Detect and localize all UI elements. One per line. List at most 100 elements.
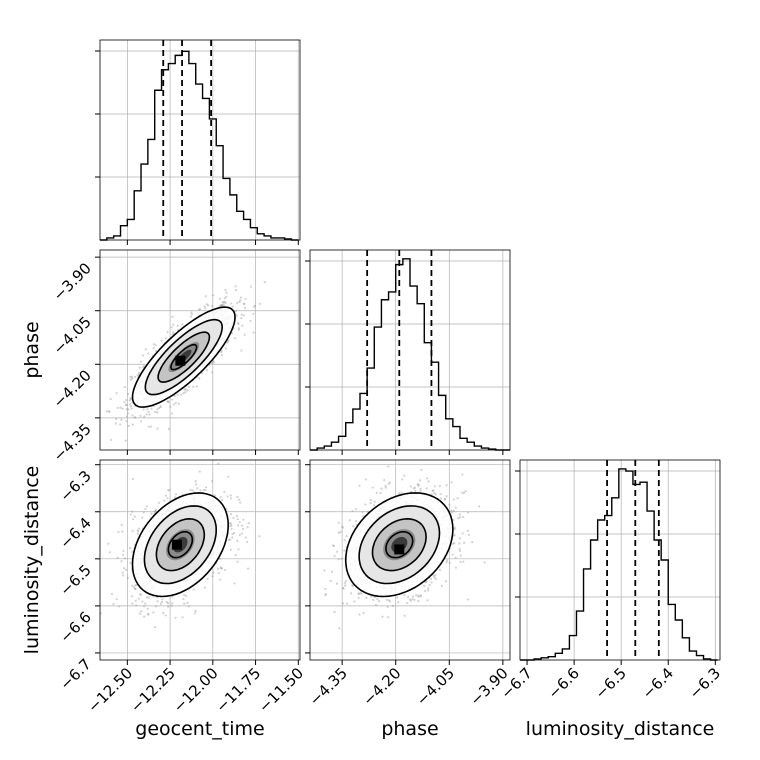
sample-point xyxy=(164,337,167,340)
sample-point xyxy=(409,599,412,602)
sample-point xyxy=(246,526,249,529)
sample-point xyxy=(123,385,127,389)
x-tick-label-luminosity_distance: −6.6 xyxy=(544,664,582,702)
sample-point xyxy=(249,319,252,323)
sample-point xyxy=(145,505,148,508)
sample-point xyxy=(238,498,241,501)
sample-point xyxy=(126,576,129,579)
sample-point xyxy=(240,316,243,320)
sample-point xyxy=(338,627,341,630)
sample-point xyxy=(142,511,145,514)
sample-point xyxy=(140,420,143,423)
sample-point xyxy=(192,588,195,591)
sample-point xyxy=(362,611,365,615)
sample-point xyxy=(324,592,328,596)
sample-point xyxy=(154,509,157,513)
sample-point xyxy=(172,331,175,334)
sample-point xyxy=(223,304,226,307)
sample-point xyxy=(461,491,464,494)
sample-point xyxy=(372,504,376,507)
sample-point xyxy=(133,515,136,518)
sample-point xyxy=(411,595,415,598)
sample-point xyxy=(147,425,150,428)
sample-point xyxy=(166,331,169,334)
sample-point xyxy=(121,530,124,533)
sample-point xyxy=(258,535,261,538)
sample-point xyxy=(329,579,332,583)
sample-point xyxy=(231,332,234,335)
sample-point xyxy=(412,487,415,490)
sample-point xyxy=(133,416,137,419)
sample-point xyxy=(169,405,172,408)
sample-point xyxy=(176,324,179,327)
sample-point xyxy=(225,291,228,294)
sample-point xyxy=(218,304,222,307)
sample-point xyxy=(450,509,453,512)
contour-line xyxy=(358,505,441,585)
sample-point xyxy=(203,586,207,589)
sample-point xyxy=(147,410,150,413)
sample-point xyxy=(386,605,389,609)
y-tick-label-luminosity_distance: −6.6 xyxy=(56,608,94,646)
sample-point xyxy=(439,493,442,496)
sample-point xyxy=(147,352,150,355)
sample-point xyxy=(458,516,462,519)
sample-point xyxy=(246,540,249,544)
sample-point xyxy=(359,591,362,594)
sample-point xyxy=(452,518,455,522)
contour-line xyxy=(371,517,427,572)
sample-point xyxy=(140,593,143,596)
sample-point xyxy=(413,486,417,489)
sample-point xyxy=(129,405,133,408)
sample-point xyxy=(154,626,157,629)
sample-point xyxy=(425,477,429,480)
sample-point xyxy=(141,365,145,369)
sample-point xyxy=(385,598,388,601)
sample-point xyxy=(339,530,342,534)
sample-point xyxy=(115,597,118,601)
sample-point xyxy=(140,610,143,613)
sample-point xyxy=(335,582,339,585)
sample-point xyxy=(231,305,234,308)
sample-point xyxy=(134,588,137,591)
sample-point xyxy=(258,302,261,305)
sample-point xyxy=(141,354,144,357)
sample-point xyxy=(417,484,420,487)
joint-panel-phase-luminosity_distance: −4.35 −4.20 −4.05 −3.90 xyxy=(305,459,512,709)
sample-point xyxy=(148,413,151,416)
sample-point xyxy=(171,315,174,318)
sample-point xyxy=(123,401,126,404)
sample-point xyxy=(344,584,347,587)
sample-point xyxy=(351,509,354,513)
sample-point xyxy=(205,486,208,489)
x-tick-label-geocent_time: −12.00 xyxy=(170,664,222,716)
sample-point xyxy=(218,297,221,300)
sample-point xyxy=(143,615,146,618)
sample-point xyxy=(244,297,247,301)
sample-point xyxy=(341,525,344,528)
sample-point xyxy=(456,497,459,500)
sample-point xyxy=(431,489,434,493)
sample-point xyxy=(229,522,232,525)
sample-point xyxy=(403,474,406,477)
sample-point xyxy=(125,568,128,571)
sample-point xyxy=(184,391,187,394)
sample-point xyxy=(157,406,161,410)
sample-point xyxy=(121,571,124,574)
sample-point xyxy=(235,289,238,292)
sample-point xyxy=(237,328,240,331)
sample-point xyxy=(206,577,209,580)
sample-point xyxy=(125,403,128,407)
sample-point xyxy=(438,569,442,572)
sample-point xyxy=(189,315,192,318)
sample-point xyxy=(417,594,420,597)
sample-point xyxy=(453,526,456,529)
sample-point xyxy=(131,529,134,532)
sample-point xyxy=(452,509,455,512)
sample-point xyxy=(369,501,372,505)
sample-point xyxy=(172,403,175,406)
sample-point xyxy=(114,422,117,425)
sample-point xyxy=(466,529,469,532)
sample-point xyxy=(232,516,235,520)
sample-point xyxy=(238,533,241,536)
